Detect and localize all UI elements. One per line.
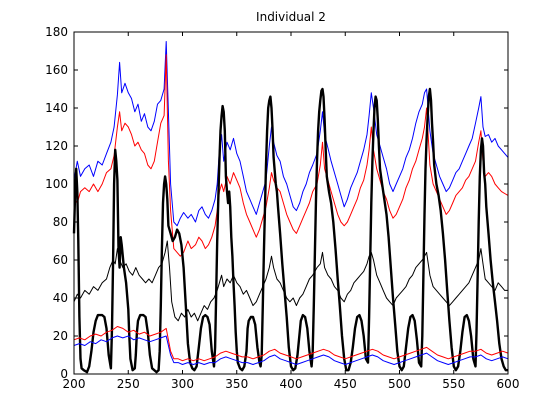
x-tick-label: 300 [171, 377, 194, 391]
series-line-6 [73, 326, 509, 362]
y-tick-label: 80 [53, 215, 68, 229]
series-layer [72, 41, 509, 374]
y-tick-label: 120 [45, 139, 68, 153]
x-tick-label: 350 [225, 377, 248, 391]
x-tick-label: 600 [497, 377, 520, 391]
x-tick-label: 200 [63, 377, 86, 391]
series-4 [72, 87, 508, 374]
series-line-5 [73, 335, 509, 365]
y-tick-label: 100 [45, 177, 68, 191]
y-tick-label: 180 [45, 25, 68, 39]
series-6 [73, 326, 509, 362]
chart-title: Individual 2 [256, 10, 326, 24]
y-tick-label: 0 [60, 367, 68, 381]
series-1 [73, 41, 509, 227]
y-tick-label: 140 [45, 101, 68, 115]
y-tick-label: 40 [53, 291, 68, 305]
x-tick-label: 450 [334, 377, 357, 391]
series-3 [73, 240, 508, 322]
x-tick-label: 550 [442, 377, 465, 391]
x-tick-label: 400 [280, 377, 303, 391]
plot-area [74, 32, 508, 374]
x-tick-label: 500 [388, 377, 411, 391]
series-line-3 [73, 240, 508, 322]
ticks-layer: 200 250 300 350 400 450 500 550 600 0 20 40 60 80 100 1… [45, 25, 519, 391]
y-tick-label: 60 [53, 253, 68, 267]
series-line-4 [72, 87, 508, 374]
y-tick-label: 20 [53, 329, 68, 343]
x-tick-label: 250 [117, 377, 140, 391]
y-tick-label: 160 [45, 63, 68, 77]
series-line-1 [73, 41, 509, 227]
series-5 [73, 335, 509, 365]
